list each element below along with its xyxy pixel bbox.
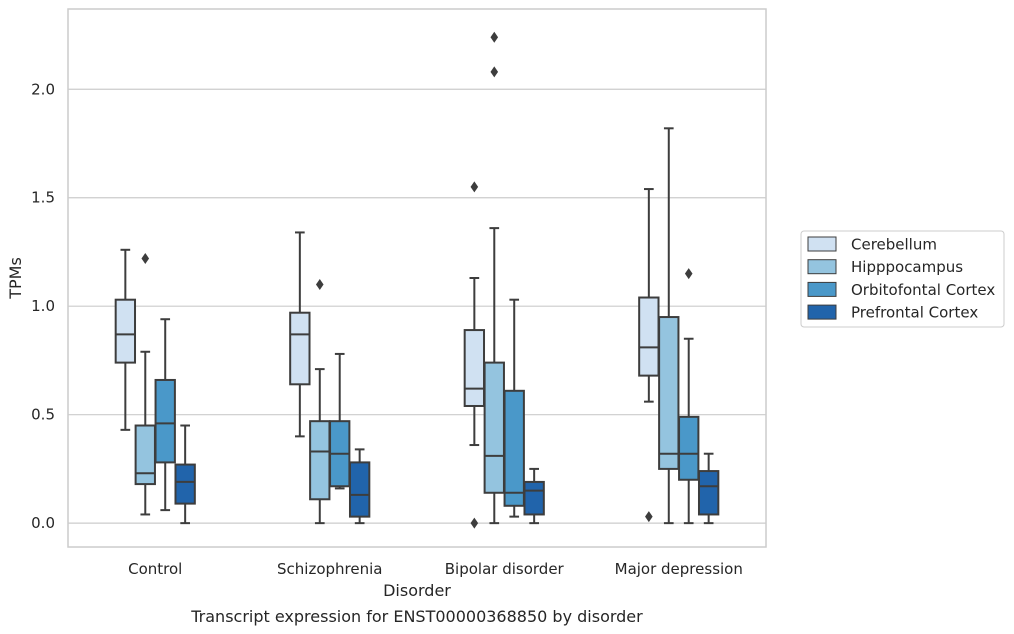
- box-iqr: [523, 480, 545, 516]
- outlier-point: [470, 517, 479, 529]
- box-group: [329, 352, 351, 490]
- box-group: [309, 279, 331, 525]
- legend-label: Hipppocampus: [851, 258, 963, 276]
- box-group: [697, 452, 720, 525]
- x-tick-label: Schizophrenia: [277, 560, 382, 578]
- box-group: [483, 31, 505, 525]
- y-tick-label: 2.0: [31, 80, 55, 98]
- box-iqr: [483, 361, 505, 494]
- legend-label: Cerebellum: [851, 236, 937, 254]
- x-tick-label: Bipolar disorder: [445, 560, 565, 578]
- box-group: [134, 252, 156, 516]
- legend-swatch: [807, 259, 837, 275]
- box-group: [289, 231, 311, 438]
- outlier-point: [315, 279, 324, 291]
- box-group: [503, 298, 525, 518]
- box-group: [174, 424, 196, 525]
- box-group: [523, 467, 545, 525]
- outlier-point: [490, 66, 499, 78]
- y-tick-label: 1.0: [31, 297, 55, 315]
- x-tick-label: Major depression: [615, 560, 743, 578]
- box-iqr: [348, 461, 371, 518]
- box-iqr: [289, 311, 311, 386]
- y-tick-labels: 0.0 0.5 1.0 1.5 2.0: [31, 80, 55, 532]
- y-tick-label: 0.0: [31, 514, 55, 532]
- box-group: [114, 248, 137, 431]
- legend-swatch: [807, 304, 837, 320]
- box-iqr: [114, 298, 137, 364]
- box-group: [348, 448, 371, 525]
- box-iqr: [134, 424, 156, 486]
- box-iqr: [463, 329, 486, 407]
- box-iqr: [154, 378, 176, 464]
- legend-frame: [800, 230, 1005, 328]
- box-iqr: [174, 463, 196, 505]
- box-iqr: [638, 296, 660, 377]
- outlier-point: [141, 252, 150, 264]
- box-iqr: [678, 415, 700, 481]
- box-iqr: [697, 470, 720, 516]
- box-iqr: [658, 316, 680, 470]
- legend: Cerebellum Hipppocampus Orbitofontal Corte…: [800, 230, 1005, 328]
- x-axis-label: Disorder: [383, 581, 451, 600]
- box-series: [114, 31, 720, 529]
- box-group: [658, 127, 680, 525]
- outlier-point: [470, 181, 479, 193]
- box-iqr: [503, 389, 525, 507]
- legend-swatch: [807, 236, 837, 252]
- chart-caption: Transcript expression for ENST0000036885…: [190, 607, 643, 626]
- y-tick-label: 1.5: [31, 189, 55, 207]
- x-tick-label: Control: [128, 560, 182, 578]
- box-group: [463, 181, 486, 529]
- plot-frame: [67, 8, 767, 548]
- box-iqr: [309, 420, 331, 501]
- legend-label: Prefrontal Cortex: [851, 304, 978, 322]
- y-axis-label: TPMs: [6, 257, 25, 300]
- box-group: [678, 268, 700, 525]
- outlier-point: [645, 511, 653, 523]
- outlier-point: [490, 31, 499, 43]
- box-group: [154, 318, 176, 512]
- y-tick-label: 0.5: [31, 406, 55, 424]
- box-group: [638, 188, 660, 523]
- legend-label: Orbitofontal Cortex: [851, 281, 995, 299]
- legend-swatch: [807, 281, 837, 297]
- outlier-point: [684, 268, 693, 280]
- x-tick-labels: Control Schizophrenia Bipolar disorder Majo…: [128, 560, 743, 578]
